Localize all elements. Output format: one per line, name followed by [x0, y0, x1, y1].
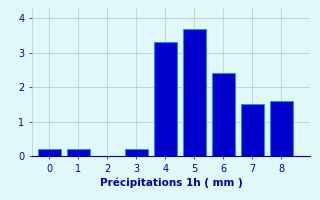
- Bar: [270, 101, 293, 156]
- Bar: [183, 29, 206, 156]
- Bar: [154, 42, 177, 156]
- Bar: [241, 104, 264, 156]
- X-axis label: Précipitations 1h ( mm ): Précipitations 1h ( mm ): [100, 178, 243, 188]
- Bar: [67, 149, 90, 156]
- Bar: [38, 149, 61, 156]
- Bar: [125, 149, 148, 156]
- Bar: [212, 73, 235, 156]
